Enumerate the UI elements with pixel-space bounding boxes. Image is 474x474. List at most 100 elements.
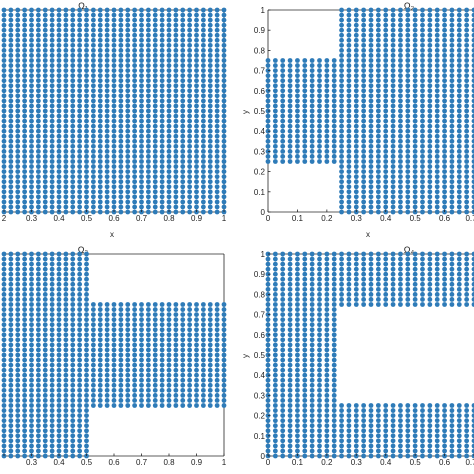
data-point <box>353 251 359 257</box>
data-point <box>200 103 206 109</box>
data-point <box>22 194 28 200</box>
data-point <box>22 327 28 333</box>
data-point <box>412 164 418 169</box>
data-point <box>22 408 28 413</box>
data-point <box>22 448 28 454</box>
data-point <box>77 169 83 175</box>
data-point <box>159 63 165 68</box>
data-point <box>22 281 28 287</box>
data-point <box>139 12 144 18</box>
data-point <box>97 17 103 23</box>
data-point <box>398 266 403 272</box>
data-point <box>346 408 352 413</box>
data-point <box>346 199 352 205</box>
data-point <box>324 337 330 343</box>
data-point <box>471 433 474 439</box>
data-point <box>22 174 28 180</box>
data-point <box>317 453 322 459</box>
data-point <box>390 276 396 282</box>
data-point <box>346 403 352 408</box>
data-point <box>434 93 440 99</box>
data-point <box>398 164 403 169</box>
data-point <box>295 68 300 73</box>
data-point <box>118 32 124 38</box>
data-point <box>35 322 41 328</box>
data-point <box>15 362 21 368</box>
data-point <box>434 37 440 43</box>
data-point <box>221 37 227 43</box>
data-point <box>29 413 34 418</box>
data-point <box>390 189 396 195</box>
data-point <box>398 73 403 79</box>
data-point <box>361 256 367 262</box>
data-point <box>265 448 271 454</box>
data-point <box>346 108 352 114</box>
data-point <box>15 32 21 38</box>
data-point <box>442 261 447 267</box>
data-point <box>464 103 470 109</box>
data-point <box>434 199 440 205</box>
data-point <box>42 448 48 454</box>
data-point <box>22 413 28 418</box>
data-point <box>180 362 186 368</box>
data-point <box>272 312 278 317</box>
data-point <box>390 204 396 210</box>
data-point <box>29 377 34 383</box>
data-point <box>49 372 55 378</box>
data-point <box>368 108 374 114</box>
data-point <box>449 22 455 28</box>
data-point <box>368 276 374 282</box>
data-point <box>309 413 315 418</box>
data-point <box>1 12 7 18</box>
data-point <box>427 73 433 79</box>
data-point <box>8 37 14 43</box>
data-point <box>29 174 34 180</box>
data-point <box>187 128 193 134</box>
data-point <box>97 199 103 205</box>
data-point <box>42 37 48 43</box>
data-point <box>97 73 103 79</box>
data-point <box>383 433 389 439</box>
data-point <box>1 138 7 144</box>
data-point <box>265 297 271 302</box>
data-point <box>70 387 76 393</box>
data-point <box>145 317 151 323</box>
data-point <box>464 159 470 164</box>
data-point <box>180 403 186 408</box>
data-point <box>427 17 433 23</box>
data-point <box>331 256 337 262</box>
data-point <box>84 413 89 418</box>
data-point <box>398 123 403 129</box>
x-tick-label: 1 <box>222 458 227 467</box>
data-point <box>8 398 14 403</box>
data-point <box>15 123 21 129</box>
data-point <box>49 322 55 328</box>
data-point <box>280 352 286 358</box>
data-point <box>390 438 396 444</box>
data-point <box>70 123 76 129</box>
data-point <box>111 83 117 89</box>
data-point <box>35 68 41 73</box>
data-point <box>456 266 462 272</box>
data-point <box>187 403 193 408</box>
data-point <box>104 398 110 403</box>
data-point <box>390 17 396 23</box>
data-point <box>317 286 322 292</box>
data-point <box>187 133 193 139</box>
data-point <box>434 123 440 129</box>
data-point <box>361 164 367 169</box>
data-point <box>434 408 440 413</box>
data-point <box>353 204 359 210</box>
data-point <box>132 184 138 190</box>
data-point <box>464 58 470 63</box>
data-point <box>375 292 381 297</box>
data-point <box>383 403 389 408</box>
data-point <box>8 149 14 154</box>
data-point <box>152 37 158 43</box>
data-point <box>22 113 28 119</box>
data-point <box>331 453 337 459</box>
data-point <box>111 63 117 68</box>
data-point <box>1 184 7 190</box>
data-point <box>442 108 447 114</box>
data-point <box>280 327 286 333</box>
